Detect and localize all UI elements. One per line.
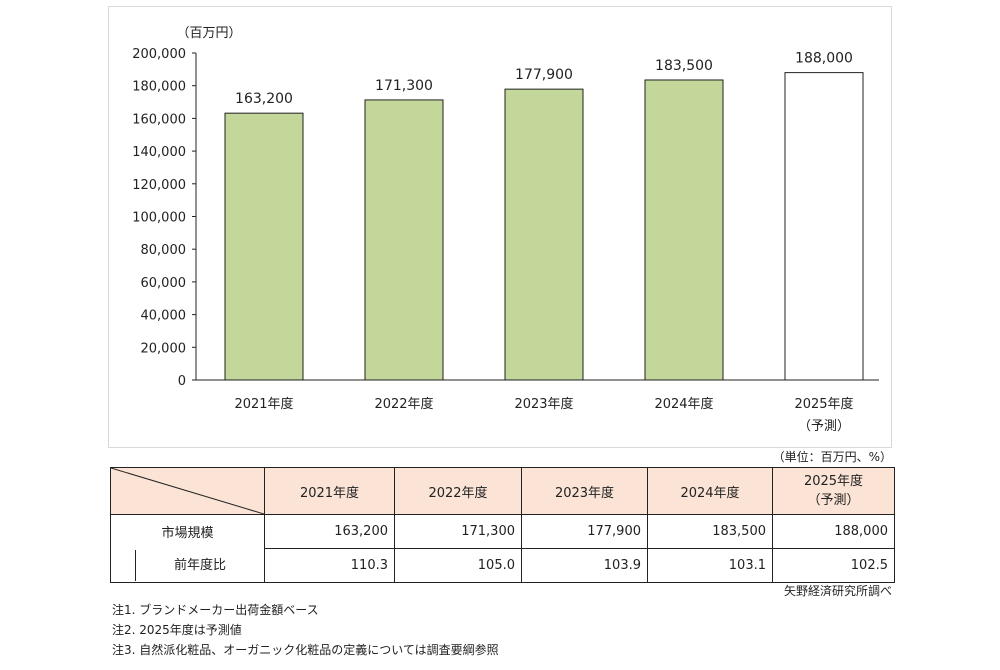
data-label: 183,500 [655, 58, 713, 74]
data-label: 171,300 [375, 78, 433, 94]
bar [784, 72, 864, 381]
header-2021: 2021年度 [264, 467, 395, 515]
bar [224, 112, 304, 381]
header-2023: 2023年度 [521, 467, 648, 515]
x-tick-label: 2021年度 [234, 396, 293, 412]
data-label: 177,900 [515, 67, 573, 83]
y-tick-label: 60,000 [141, 276, 187, 291]
cell: 102.5 [772, 548, 895, 583]
notes: 注1. ブランドメーカー出荷金額ベース 注2. 2025年度は予測値 注3. 自… [112, 600, 499, 660]
table-row: 市場規模 163,200 171,300 177,900 183,500 188… [110, 514, 895, 549]
y-tick-label: 200,000 [132, 47, 186, 62]
note: 注3. 自然派化粧品、オーガニック化粧品の定義については調査要綱参照 [112, 643, 499, 657]
y-tick-label: 120,000 [132, 178, 186, 193]
chart-area: （百万円） 0 20,000 40,000 60,000 80,000 100,000 12… [108, 6, 892, 448]
table-row: 前年度比 110.3 105.0 103.9 103.1 102.5 [110, 548, 895, 583]
y-tick-label: 0 [178, 374, 186, 389]
header-2024: 2024年度 [647, 467, 773, 515]
x-tick-label: 2025年度 [794, 396, 853, 412]
y-axis-unit: （百万円） [176, 26, 241, 41]
y-tick-label: 140,000 [132, 145, 186, 160]
corner-cell [110, 467, 265, 515]
header-2022: 2022年度 [394, 467, 522, 515]
y-tick-label: 180,000 [132, 80, 186, 95]
cell: 188,000 [772, 514, 895, 549]
cell: 177,900 [521, 514, 648, 549]
y-tick-label: 80,000 [141, 243, 187, 258]
x-tick-label: 2022年度 [374, 396, 433, 412]
cell: 105.0 [394, 548, 522, 583]
y-tick-label: 40,000 [141, 309, 187, 324]
bar-chart: （百万円） 0 20,000 40,000 60,000 80,000 100,000 12… [132, 26, 879, 434]
cell: 163,200 [264, 514, 395, 549]
table-unit: （単位：百万円、%） [772, 450, 892, 464]
note: 注2. 2025年度は予測値 [112, 623, 242, 637]
table-header-row: 2021年度 2022年度 2023年度 2024年度 2025年度 （予測） [110, 467, 895, 515]
row-label: 前年度比 [135, 549, 264, 581]
bar [644, 79, 724, 381]
cell: 103.1 [647, 548, 773, 583]
bar [504, 88, 584, 381]
data-table: 2021年度 2022年度 2023年度 2024年度 2025年度 （予測） … [110, 467, 895, 583]
data-label: 163,200 [235, 91, 293, 107]
x-tick-label: 2023年度 [514, 396, 573, 412]
note: 注1. ブランドメーカー出荷金額ベース [112, 603, 319, 617]
x-tick-label: 2024年度 [654, 396, 713, 412]
bar [364, 99, 444, 381]
cell: 110.3 [264, 548, 395, 583]
y-tick-label: 160,000 [132, 112, 186, 127]
cell: 103.9 [521, 548, 648, 583]
data-label: 188,000 [795, 51, 853, 67]
x-tick-sublabel: （予測） [798, 419, 850, 434]
y-tick-label: 100,000 [132, 211, 186, 226]
source-note: 矢野経済研究所調べ [783, 584, 892, 598]
cell: 183,500 [647, 514, 773, 549]
y-tick-label: 20,000 [141, 341, 187, 356]
cell: 171,300 [394, 514, 522, 549]
header-2025: 2025年度 （予測） [772, 467, 895, 515]
row-label: 市場規模 [110, 514, 265, 549]
